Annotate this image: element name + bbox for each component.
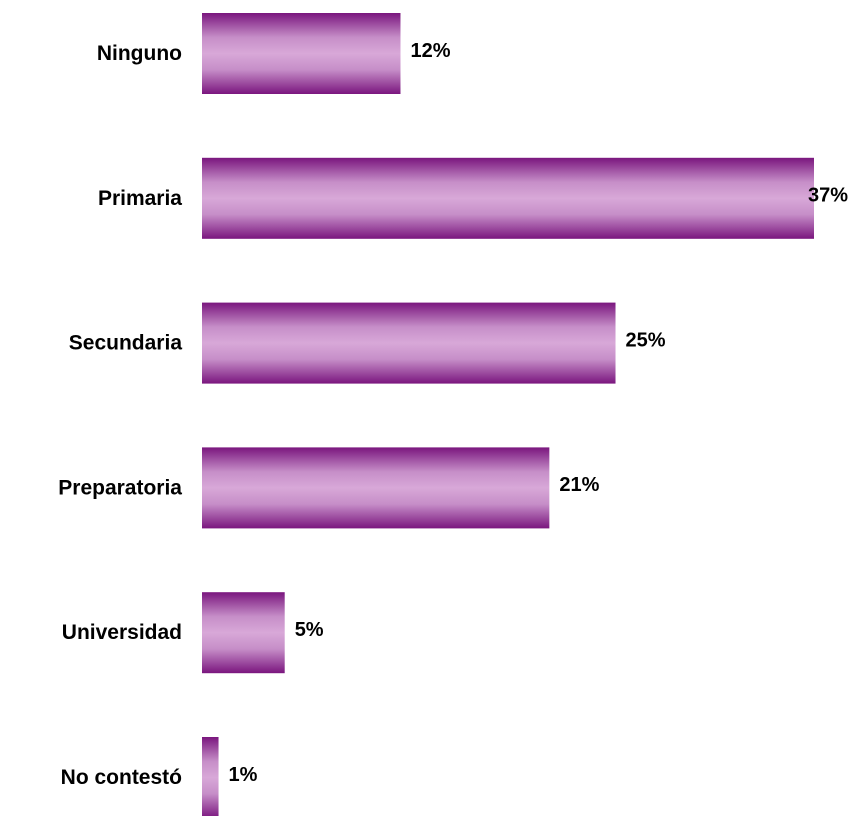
bar: [202, 157, 814, 239]
value-label: 37%: [808, 185, 848, 207]
value-label: 1%: [229, 764, 258, 786]
value-label: 12%: [410, 40, 450, 62]
category-label: No contestó: [61, 766, 182, 789]
bar: [202, 13, 401, 94]
category-label: Preparatoria: [58, 476, 182, 499]
category-label: Ninguno: [97, 42, 182, 65]
bar: [202, 447, 550, 529]
bar: [202, 737, 219, 816]
category-label: Universidad: [62, 621, 182, 644]
value-label: 5%: [295, 619, 324, 641]
category-label: Secundaria: [69, 332, 183, 355]
value-label: 21%: [559, 474, 599, 496]
category-label: Primaria: [98, 187, 182, 210]
bar: [202, 592, 285, 674]
value-label: 25%: [626, 329, 666, 351]
bar: [202, 302, 616, 384]
